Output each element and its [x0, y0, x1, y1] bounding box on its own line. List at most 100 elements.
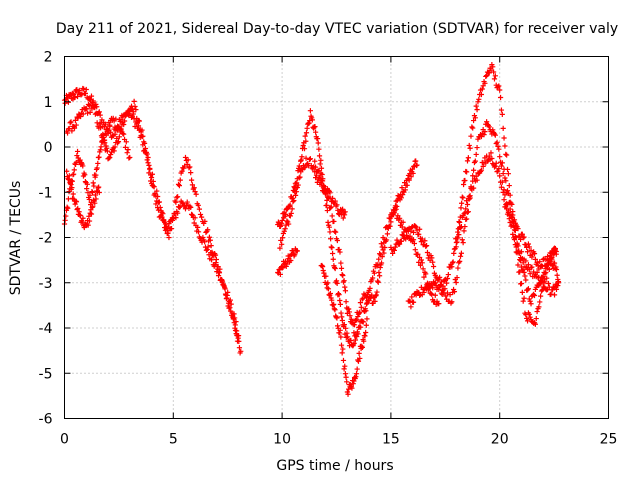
data-point [86, 213, 92, 219]
data-point [437, 284, 443, 290]
data-point [496, 146, 502, 152]
data-point [102, 121, 109, 127]
data-point [159, 214, 165, 220]
data-point [189, 182, 196, 188]
data-point [526, 311, 532, 317]
data-point [476, 96, 482, 102]
data-point [514, 240, 520, 246]
data-point [91, 183, 97, 189]
data-point [86, 218, 93, 224]
data-point [302, 133, 308, 139]
data-point [373, 292, 379, 298]
data-point [287, 202, 293, 208]
x-axis-label: GPS time / hours [276, 458, 393, 474]
data-point [498, 184, 505, 190]
data-point [80, 215, 86, 221]
data-point [314, 179, 320, 185]
data-point [350, 381, 356, 387]
data-point [318, 178, 324, 184]
data-point [111, 148, 117, 154]
data-point [68, 119, 74, 125]
data-point [191, 185, 197, 191]
data-point [531, 251, 538, 257]
data-point [296, 175, 302, 181]
y-tick-label: -5 [39, 366, 53, 382]
data-point [112, 144, 118, 150]
data-point [330, 256, 336, 262]
data-point [553, 266, 560, 273]
x-tick-label: 5 [169, 432, 178, 448]
data-point [342, 363, 348, 369]
data-point [292, 252, 298, 258]
data-point [319, 264, 326, 270]
data-point [72, 94, 78, 101]
data-point [363, 294, 370, 301]
data-point [73, 198, 79, 204]
data-point [490, 127, 496, 133]
data-point [520, 235, 526, 241]
data-point [508, 223, 514, 229]
data-point [474, 144, 480, 151]
data-point [484, 119, 490, 125]
data-point [537, 281, 543, 287]
data-point [500, 125, 506, 131]
data-point [320, 185, 327, 191]
data-point [495, 84, 501, 90]
data-point [216, 269, 222, 275]
data-point [171, 211, 177, 217]
data-point [344, 334, 351, 340]
data-point [281, 228, 287, 234]
data-point [217, 266, 223, 272]
data-point [331, 264, 338, 271]
data-point [132, 103, 138, 110]
data-point [387, 215, 393, 222]
data-point [492, 73, 498, 79]
data-point [94, 165, 100, 171]
data-point [336, 292, 342, 298]
data-point [545, 280, 552, 287]
data-point [108, 129, 114, 135]
data-point [521, 269, 527, 275]
data-point [524, 315, 530, 322]
data-point [69, 184, 75, 191]
data-point [70, 191, 76, 197]
data-point [156, 199, 162, 205]
data-point [511, 217, 518, 223]
data-point [449, 264, 455, 270]
data-point [428, 252, 434, 259]
data-point [553, 251, 559, 257]
data-point [464, 216, 470, 222]
data-point [390, 250, 396, 257]
data-point [283, 222, 289, 228]
data-point [125, 147, 131, 153]
data-point [66, 125, 72, 132]
data-point [497, 154, 503, 160]
data-point [491, 76, 498, 82]
data-point [465, 209, 471, 215]
data-point [554, 272, 560, 278]
data-point [72, 117, 78, 124]
data-point [524, 287, 531, 293]
data-point [484, 73, 490, 79]
data-point [483, 73, 489, 80]
data-point [394, 237, 400, 243]
data-point [145, 154, 151, 161]
data-point [295, 182, 301, 188]
data-point [232, 315, 238, 321]
data-point [353, 317, 359, 324]
series-track-9 [312, 169, 348, 221]
data-point [323, 273, 329, 279]
data-point [205, 227, 211, 233]
data-point [543, 256, 549, 263]
y-tick-label: -1 [39, 185, 53, 201]
data-point [306, 156, 313, 163]
data-point [462, 210, 468, 216]
data-point [421, 289, 427, 296]
data-point [92, 200, 98, 206]
data-point [65, 99, 72, 105]
data-point [234, 328, 240, 334]
data-point [363, 329, 369, 336]
data-point [482, 129, 488, 135]
data-point [459, 237, 465, 243]
data-point [121, 121, 127, 128]
